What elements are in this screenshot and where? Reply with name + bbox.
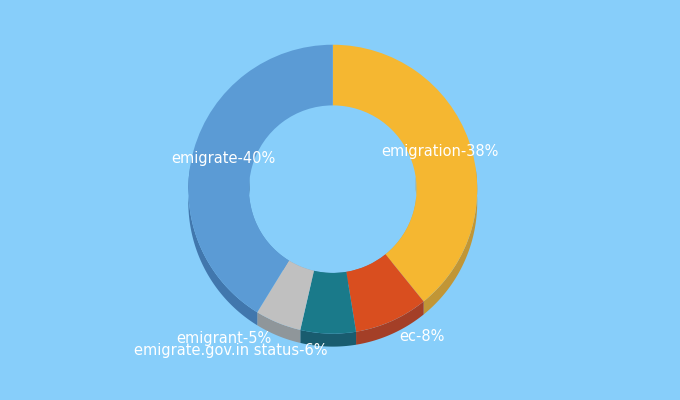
Polygon shape bbox=[249, 177, 289, 274]
Polygon shape bbox=[257, 312, 301, 343]
Polygon shape bbox=[356, 302, 424, 345]
Polygon shape bbox=[424, 168, 477, 314]
Polygon shape bbox=[289, 260, 314, 284]
Wedge shape bbox=[257, 260, 314, 330]
Polygon shape bbox=[188, 168, 257, 325]
Text: emigrate.gov.in status-6%: emigrate.gov.in status-6% bbox=[134, 343, 328, 358]
Text: ec-8%: ec-8% bbox=[399, 329, 444, 344]
Polygon shape bbox=[346, 254, 386, 285]
Wedge shape bbox=[301, 271, 356, 334]
Text: emigration-38%: emigration-38% bbox=[381, 144, 499, 159]
Wedge shape bbox=[333, 45, 477, 302]
Text: emigrant-5%: emigrant-5% bbox=[176, 331, 271, 346]
Wedge shape bbox=[188, 45, 333, 312]
Polygon shape bbox=[386, 177, 417, 267]
Polygon shape bbox=[314, 271, 346, 286]
Text: emigrate-40%: emigrate-40% bbox=[171, 151, 275, 166]
Polygon shape bbox=[301, 330, 356, 347]
Wedge shape bbox=[346, 254, 424, 332]
